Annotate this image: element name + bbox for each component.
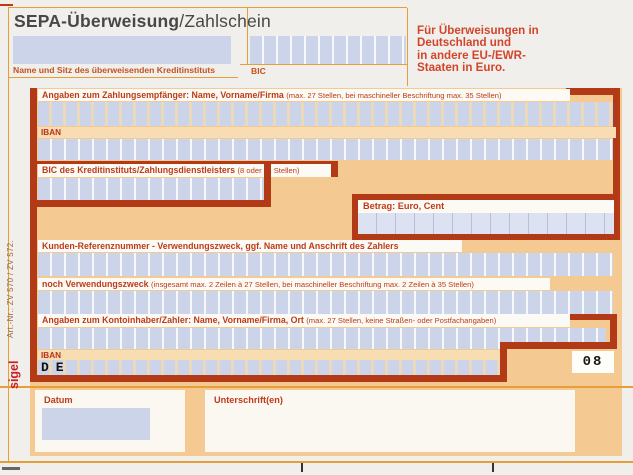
registration-tick-1: [301, 463, 303, 472]
holder-step-border: [500, 342, 617, 349]
holder-iban-label: IBAN: [41, 351, 62, 360]
top-rule: [8, 7, 407, 8]
bic-box-top-border: [30, 161, 338, 164]
bottom-edge-rule: [0, 461, 633, 463]
crop-mark-top-left: [0, 4, 13, 6]
amount-comb[interactable]: [358, 213, 614, 234]
holder-label-main: Angaben zum Kontoinhaber/Zahler: Name, V…: [42, 315, 307, 325]
signature-panel[interactable]: Unterschrift(en): [205, 390, 575, 452]
page-title-bold: SEPA-Überweisung: [14, 11, 180, 31]
holder-iban-comb[interactable]: [38, 360, 500, 376]
page-title-rest: /Zahlschein: [179, 11, 271, 31]
divider-rule-bic-notice: [407, 8, 408, 86]
divider-rule-title-bic: [247, 8, 248, 65]
amount-box: Betrag: Euro, Cent: [352, 194, 620, 240]
border-right: [613, 88, 620, 238]
reference-comb[interactable]: [38, 253, 613, 276]
issuing-bank-input[interactable]: [13, 36, 231, 64]
holder-bottom-border: [30, 375, 507, 382]
holder-top-border: [566, 314, 617, 320]
recipient-label-small: (max. 27 Stellen, bei maschineller Besch…: [286, 91, 502, 100]
recipient-label: Angaben zum Zahlungsempfänger: Name, Vor…: [38, 89, 570, 101]
reference-label: Kunden-Referenznummer - Verwendungszweck…: [38, 240, 462, 252]
holder-right-border: [610, 314, 617, 349]
amount-label: Betrag: Euro, Cent: [358, 200, 614, 213]
date-input[interactable]: [42, 408, 150, 440]
registration-tick-2: [492, 463, 494, 472]
recipient-iban-label: IBAN: [41, 128, 62, 137]
holder-iban-strip: IBAN: [38, 350, 503, 360]
brand-logo: sigel: [7, 360, 21, 390]
holder-name-comb[interactable]: [38, 328, 606, 349]
article-number: Art.-Nr.: ZV 570 / ZV 572.: [6, 239, 15, 338]
border-top-arm: [566, 88, 620, 95]
recipient-iban-comb[interactable]: [38, 139, 613, 160]
date-label: Datum: [44, 395, 73, 405]
holder-inner-border: [500, 342, 507, 382]
iban-country-prefix: DE: [41, 360, 71, 375]
crop-mark-bottom-left: [2, 467, 20, 470]
purpose2-label-small: (insgesamt max. 2 Zeilen à 27 Stellen, b…: [151, 280, 474, 289]
bank-bic-label: BIC des Kreditinstituts/Zahlungsdienstle…: [38, 164, 335, 177]
bottom-section-rule: [0, 386, 633, 388]
purpose2-label: noch Verwendungszweck (insgesamt max. 2 …: [38, 278, 550, 290]
signature-label: Unterschrift(en): [214, 395, 283, 405]
bank-bic-comb[interactable]: [38, 178, 264, 200]
purpose2-label-main: noch Verwendungszweck: [42, 279, 152, 289]
date-panel: Datum: [35, 390, 185, 452]
bic-box-right-border: [264, 164, 271, 207]
border-left: [30, 88, 37, 382]
issuing-bic-underline: [240, 64, 407, 65]
issuing-bank-underline: [8, 77, 238, 78]
holder-label-small: (max. 27 Stellen, keine Straßen- oder Po…: [306, 316, 497, 325]
purpose2-comb[interactable]: [38, 291, 613, 314]
issuing-bic-input[interactable]: [250, 36, 406, 64]
bic-box-bottom-border: [30, 200, 271, 207]
euro-notice: Für Überweisungen in Deutschland und in …: [417, 24, 539, 75]
reference-label-text: Kunden-Referenznummer - Verwendungszweck…: [42, 241, 399, 251]
issuing-bank-caption: Name und Sitz des überweisenden Kreditin…: [13, 65, 215, 75]
recipient-label-main: Angaben zum Zahlungsempfänger: Name, Vor…: [42, 90, 287, 100]
form-code-box: 08: [572, 351, 614, 373]
left-rule: [8, 7, 9, 462]
page-title: SEPA-Überweisung/Zahlschein: [14, 11, 271, 32]
recipient-name-comb[interactable]: [38, 102, 613, 126]
holder-label: Angaben zum Kontoinhaber/Zahler: Name, V…: [38, 314, 570, 327]
issuing-bic-caption: BIC: [251, 66, 266, 76]
bank-bic-label-main: BIC des Kreditinstituts/Zahlungsdienstle…: [42, 165, 238, 175]
bic-box-step-border: [331, 161, 338, 177]
recipient-iban-strip: IBAN: [38, 127, 616, 138]
